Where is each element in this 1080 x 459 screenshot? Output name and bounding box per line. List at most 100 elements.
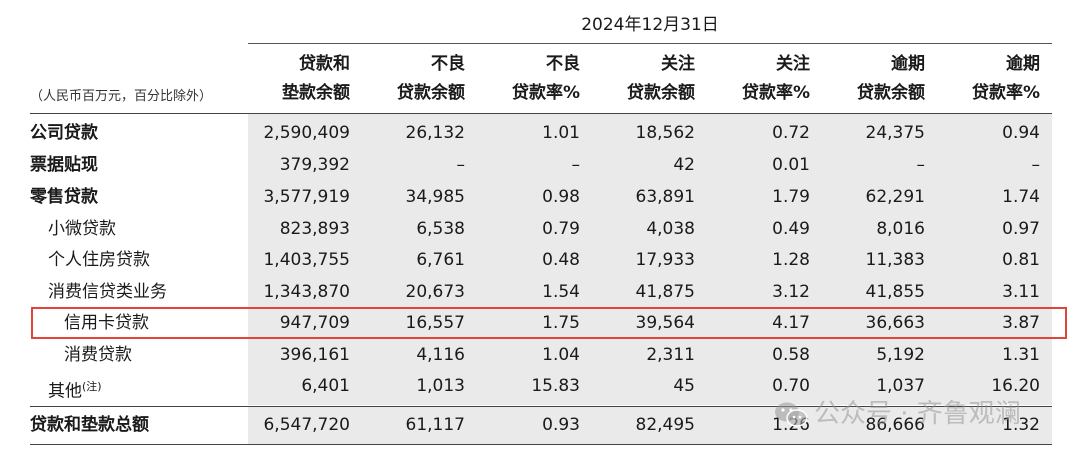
cell-npl-ratio: 0.48 bbox=[542, 250, 580, 270]
cell-overdue-balance: 11,383 bbox=[865, 250, 925, 270]
row-label: 零售贷款 bbox=[30, 187, 98, 207]
row-label: 消费贷款 bbox=[64, 345, 132, 365]
cell-overdue-ratio: 0.81 bbox=[1002, 250, 1040, 270]
col-header-special-mention-balance: 关注 贷款余额 bbox=[627, 54, 695, 103]
cell-loan-balance: 379,392 bbox=[279, 155, 350, 175]
cell-npl-ratio: – bbox=[571, 155, 581, 175]
cell-npl-balance: 16,557 bbox=[405, 313, 465, 333]
cell-npl-balance: 4,116 bbox=[416, 345, 465, 365]
table-row: 零售贷款 3,577,919 34,985 0.98 63,891 1.79 6… bbox=[0, 182, 1080, 213]
cell-npl-ratio: 0.79 bbox=[542, 219, 580, 239]
table-bottom-rule bbox=[30, 444, 1052, 445]
cell-npl-ratio: 0.98 bbox=[542, 187, 580, 207]
cell-special-mention-ratio: 0.70 bbox=[772, 376, 810, 396]
cell-npl-ratio: 0.93 bbox=[542, 415, 580, 435]
cell-loan-balance: 1,343,870 bbox=[263, 282, 350, 302]
cell-special-mention-ratio: 1.79 bbox=[772, 187, 810, 207]
cell-special-mention-balance: 41,875 bbox=[635, 282, 695, 302]
table-row: 其他(注) 6,401 1,013 15.83 45 0.70 1,037 16… bbox=[0, 371, 1080, 402]
table-row-highlighted: 信用卡贷款 947,709 16,557 1.75 39,564 4.17 36… bbox=[0, 308, 1080, 339]
cell-special-mention-ratio: 3.12 bbox=[772, 282, 810, 302]
cell-npl-ratio: 1.54 bbox=[542, 282, 580, 302]
cell-overdue-ratio: 0.94 bbox=[1002, 123, 1040, 143]
cell-npl-balance: 61,117 bbox=[405, 415, 465, 435]
cell-npl-balance: – bbox=[456, 155, 466, 175]
total-top-rule bbox=[30, 406, 1052, 407]
header-rule bbox=[248, 43, 1052, 44]
cell-overdue-ratio: 3.87 bbox=[1002, 313, 1040, 333]
cell-overdue-balance: 41,855 bbox=[865, 282, 925, 302]
row-label: 票据贴现 bbox=[30, 155, 98, 175]
cell-npl-ratio: 1.75 bbox=[542, 313, 580, 333]
table-row: 票据贴现 379,392 – – 42 0.01 – – bbox=[0, 150, 1080, 181]
cell-special-mention-balance: 2,311 bbox=[646, 345, 695, 365]
cell-npl-balance: 34,985 bbox=[405, 187, 465, 207]
cell-overdue-ratio: 1.74 bbox=[1002, 187, 1040, 207]
cell-loan-balance: 396,161 bbox=[279, 345, 350, 365]
cell-overdue-balance: 8,016 bbox=[876, 219, 925, 239]
cell-npl-balance: 20,673 bbox=[405, 282, 465, 302]
row-label: 其他(注) bbox=[48, 380, 102, 402]
cell-special-mention-balance: 39,564 bbox=[635, 313, 695, 333]
cell-special-mention-balance: 18,562 bbox=[635, 123, 695, 143]
col-header-special-mention-ratio: 关注 贷款率% bbox=[741, 54, 810, 103]
table-row: 个人住房贷款 1,403,755 6,761 0.48 17,933 1.28 … bbox=[0, 245, 1080, 276]
cell-overdue-balance: 1,037 bbox=[876, 376, 925, 396]
col-header-npl-ratio: 不良 贷款率% bbox=[511, 54, 580, 103]
footnote-marker: (注) bbox=[82, 380, 102, 393]
cell-overdue-balance: – bbox=[916, 155, 926, 175]
cell-special-mention-ratio: 1.28 bbox=[772, 250, 810, 270]
row-label: 个人住房贷款 bbox=[48, 250, 150, 270]
row-label: 公司贷款 bbox=[30, 123, 98, 143]
cell-overdue-ratio: 3.11 bbox=[1002, 282, 1040, 302]
col-header-loan-balance: 贷款和 垫款余额 bbox=[282, 54, 350, 103]
cell-overdue-ratio: – bbox=[1031, 155, 1041, 175]
cell-npl-ratio: 15.83 bbox=[531, 376, 580, 396]
cell-loan-balance: 823,893 bbox=[279, 219, 350, 239]
cell-special-mention-ratio: 0.01 bbox=[772, 155, 810, 175]
cell-special-mention-balance: 63,891 bbox=[635, 187, 695, 207]
unit-note: （人民币百万元，百分比除外） bbox=[30, 89, 213, 104]
table-row: 消费信贷类业务 1,343,870 20,673 1.54 41,875 3.1… bbox=[0, 277, 1080, 308]
cell-overdue-ratio: 1.31 bbox=[1002, 345, 1040, 365]
cell-npl-ratio: 1.04 bbox=[542, 345, 580, 365]
cell-special-mention-ratio: 0.72 bbox=[772, 123, 810, 143]
cell-overdue-balance: 86,666 bbox=[865, 415, 925, 435]
cell-overdue-ratio: 0.97 bbox=[1002, 219, 1040, 239]
table-row: 公司贷款 2,590,409 26,132 1.01 18,562 0.72 2… bbox=[0, 118, 1080, 149]
cell-npl-balance: 26,132 bbox=[405, 123, 465, 143]
row-label: 小微贷款 bbox=[48, 219, 116, 239]
cell-loan-balance: 947,709 bbox=[279, 313, 350, 333]
cell-npl-balance: 6,538 bbox=[416, 219, 465, 239]
cell-special-mention-balance: 42 bbox=[673, 155, 695, 175]
cell-loan-balance: 3,577,919 bbox=[263, 187, 350, 207]
cell-overdue-ratio: 16.20 bbox=[991, 376, 1040, 396]
cell-overdue-ratio: 1.32 bbox=[1002, 415, 1040, 435]
col-header-npl-balance: 不良 贷款余额 bbox=[397, 54, 465, 103]
table-row-total: 贷款和垫款总额 6,547,720 61,117 0.93 82,495 1.2… bbox=[0, 410, 1080, 441]
total-band bbox=[248, 407, 1052, 444]
cell-special-mention-ratio: 0.58 bbox=[772, 345, 810, 365]
row-label: 贷款和垫款总额 bbox=[30, 415, 149, 435]
cell-special-mention-ratio: 0.49 bbox=[772, 219, 810, 239]
date-header: 2024年12月31日 bbox=[581, 15, 719, 35]
cell-special-mention-balance: 4,038 bbox=[646, 219, 695, 239]
cell-npl-balance: 6,761 bbox=[416, 250, 465, 270]
cell-loan-balance: 1,403,755 bbox=[263, 250, 350, 270]
cell-loan-balance: 6,547,720 bbox=[263, 415, 350, 435]
cell-special-mention-ratio: 4.17 bbox=[772, 313, 810, 333]
cell-npl-balance: 1,013 bbox=[416, 376, 465, 396]
watermark-text: 公众号 · 齐鲁观澜 bbox=[814, 399, 1021, 429]
cell-npl-ratio: 1.01 bbox=[542, 123, 580, 143]
wechat-icon bbox=[774, 401, 808, 429]
watermark: 公众号 · 齐鲁观澜 bbox=[774, 394, 1074, 434]
col-header-overdue-balance: 逾期 贷款余额 bbox=[857, 54, 925, 103]
cell-special-mention-balance: 82,495 bbox=[635, 415, 695, 435]
cell-loan-balance: 6,401 bbox=[301, 376, 350, 396]
row-label: 信用卡贷款 bbox=[64, 313, 149, 333]
table-row: 小微贷款 823,893 6,538 0.79 4,038 0.49 8,016… bbox=[0, 214, 1080, 245]
row-label: 消费信贷类业务 bbox=[48, 282, 167, 302]
data-band bbox=[248, 114, 1052, 405]
cell-special-mention-balance: 17,933 bbox=[635, 250, 695, 270]
